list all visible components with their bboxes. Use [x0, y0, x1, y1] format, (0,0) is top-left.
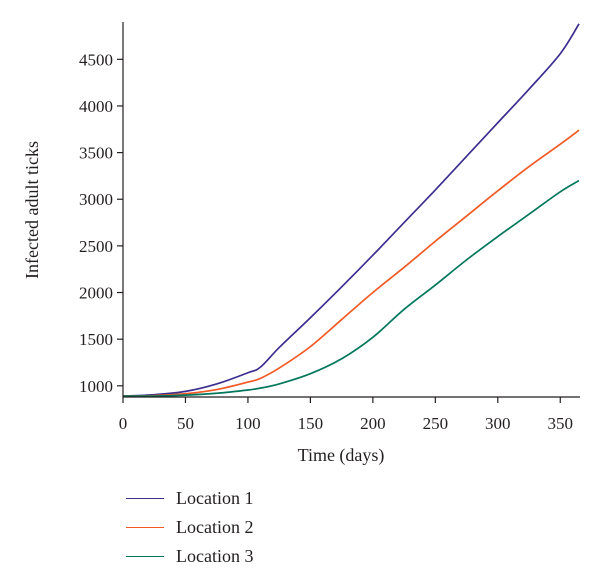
x-tick-label: 350 — [548, 414, 574, 433]
y-axis-title: Infected adult ticks — [22, 141, 42, 279]
x-tick-label: 100 — [235, 414, 261, 433]
legend-swatch-location-2 — [126, 527, 164, 528]
series-line-location-3 — [122, 179, 580, 397]
legend-item-location-2: Location 2 — [126, 513, 253, 542]
y-tick-label: 4500 — [79, 50, 113, 69]
y-tick-label: 1500 — [79, 330, 113, 349]
y-tick-label: 3000 — [79, 190, 113, 209]
legend-swatch-location-1 — [126, 498, 164, 499]
legend-item-location-1: Location 1 — [126, 484, 253, 513]
x-tick-label: 250 — [423, 414, 449, 433]
x-axis-title: Time (days) — [298, 445, 385, 466]
line-chart: 1000 1500 2000 2500 3000 3500 4000 4500 0 50 100 1… — [22, 22, 580, 466]
x-tick-label: 200 — [360, 414, 386, 433]
y-tick-label: 2000 — [79, 284, 113, 303]
y-tick-label: 1000 — [79, 377, 113, 396]
legend-item-location-3: Location 3 — [126, 542, 253, 571]
series-line-location-2 — [122, 129, 580, 397]
legend: Location 1 Location 2 Location 3 — [126, 484, 253, 571]
y-tick-label: 4000 — [79, 97, 113, 116]
series-line-location-1 — [122, 23, 580, 397]
legend-label-location-2: Location 2 — [176, 517, 254, 537]
x-tick-label: 150 — [298, 414, 324, 433]
y-tick-label: 3500 — [79, 144, 113, 163]
legend-label-location-3: Location 3 — [176, 546, 254, 566]
x-axis-ticks: 0 50 100 150 200 250 300 350 — [119, 397, 573, 433]
y-axis-ticks: 1000 1500 2000 2500 3000 3500 4000 4500 — [79, 50, 123, 396]
legend-label-location-1: Location 1 — [176, 488, 254, 508]
x-tick-label: 50 — [177, 414, 194, 433]
plot-lines — [122, 23, 580, 397]
x-tick-label: 300 — [485, 414, 511, 433]
legend-swatch-location-3 — [126, 556, 164, 557]
y-tick-label: 2500 — [79, 237, 113, 256]
x-tick-label: 0 — [119, 414, 128, 433]
